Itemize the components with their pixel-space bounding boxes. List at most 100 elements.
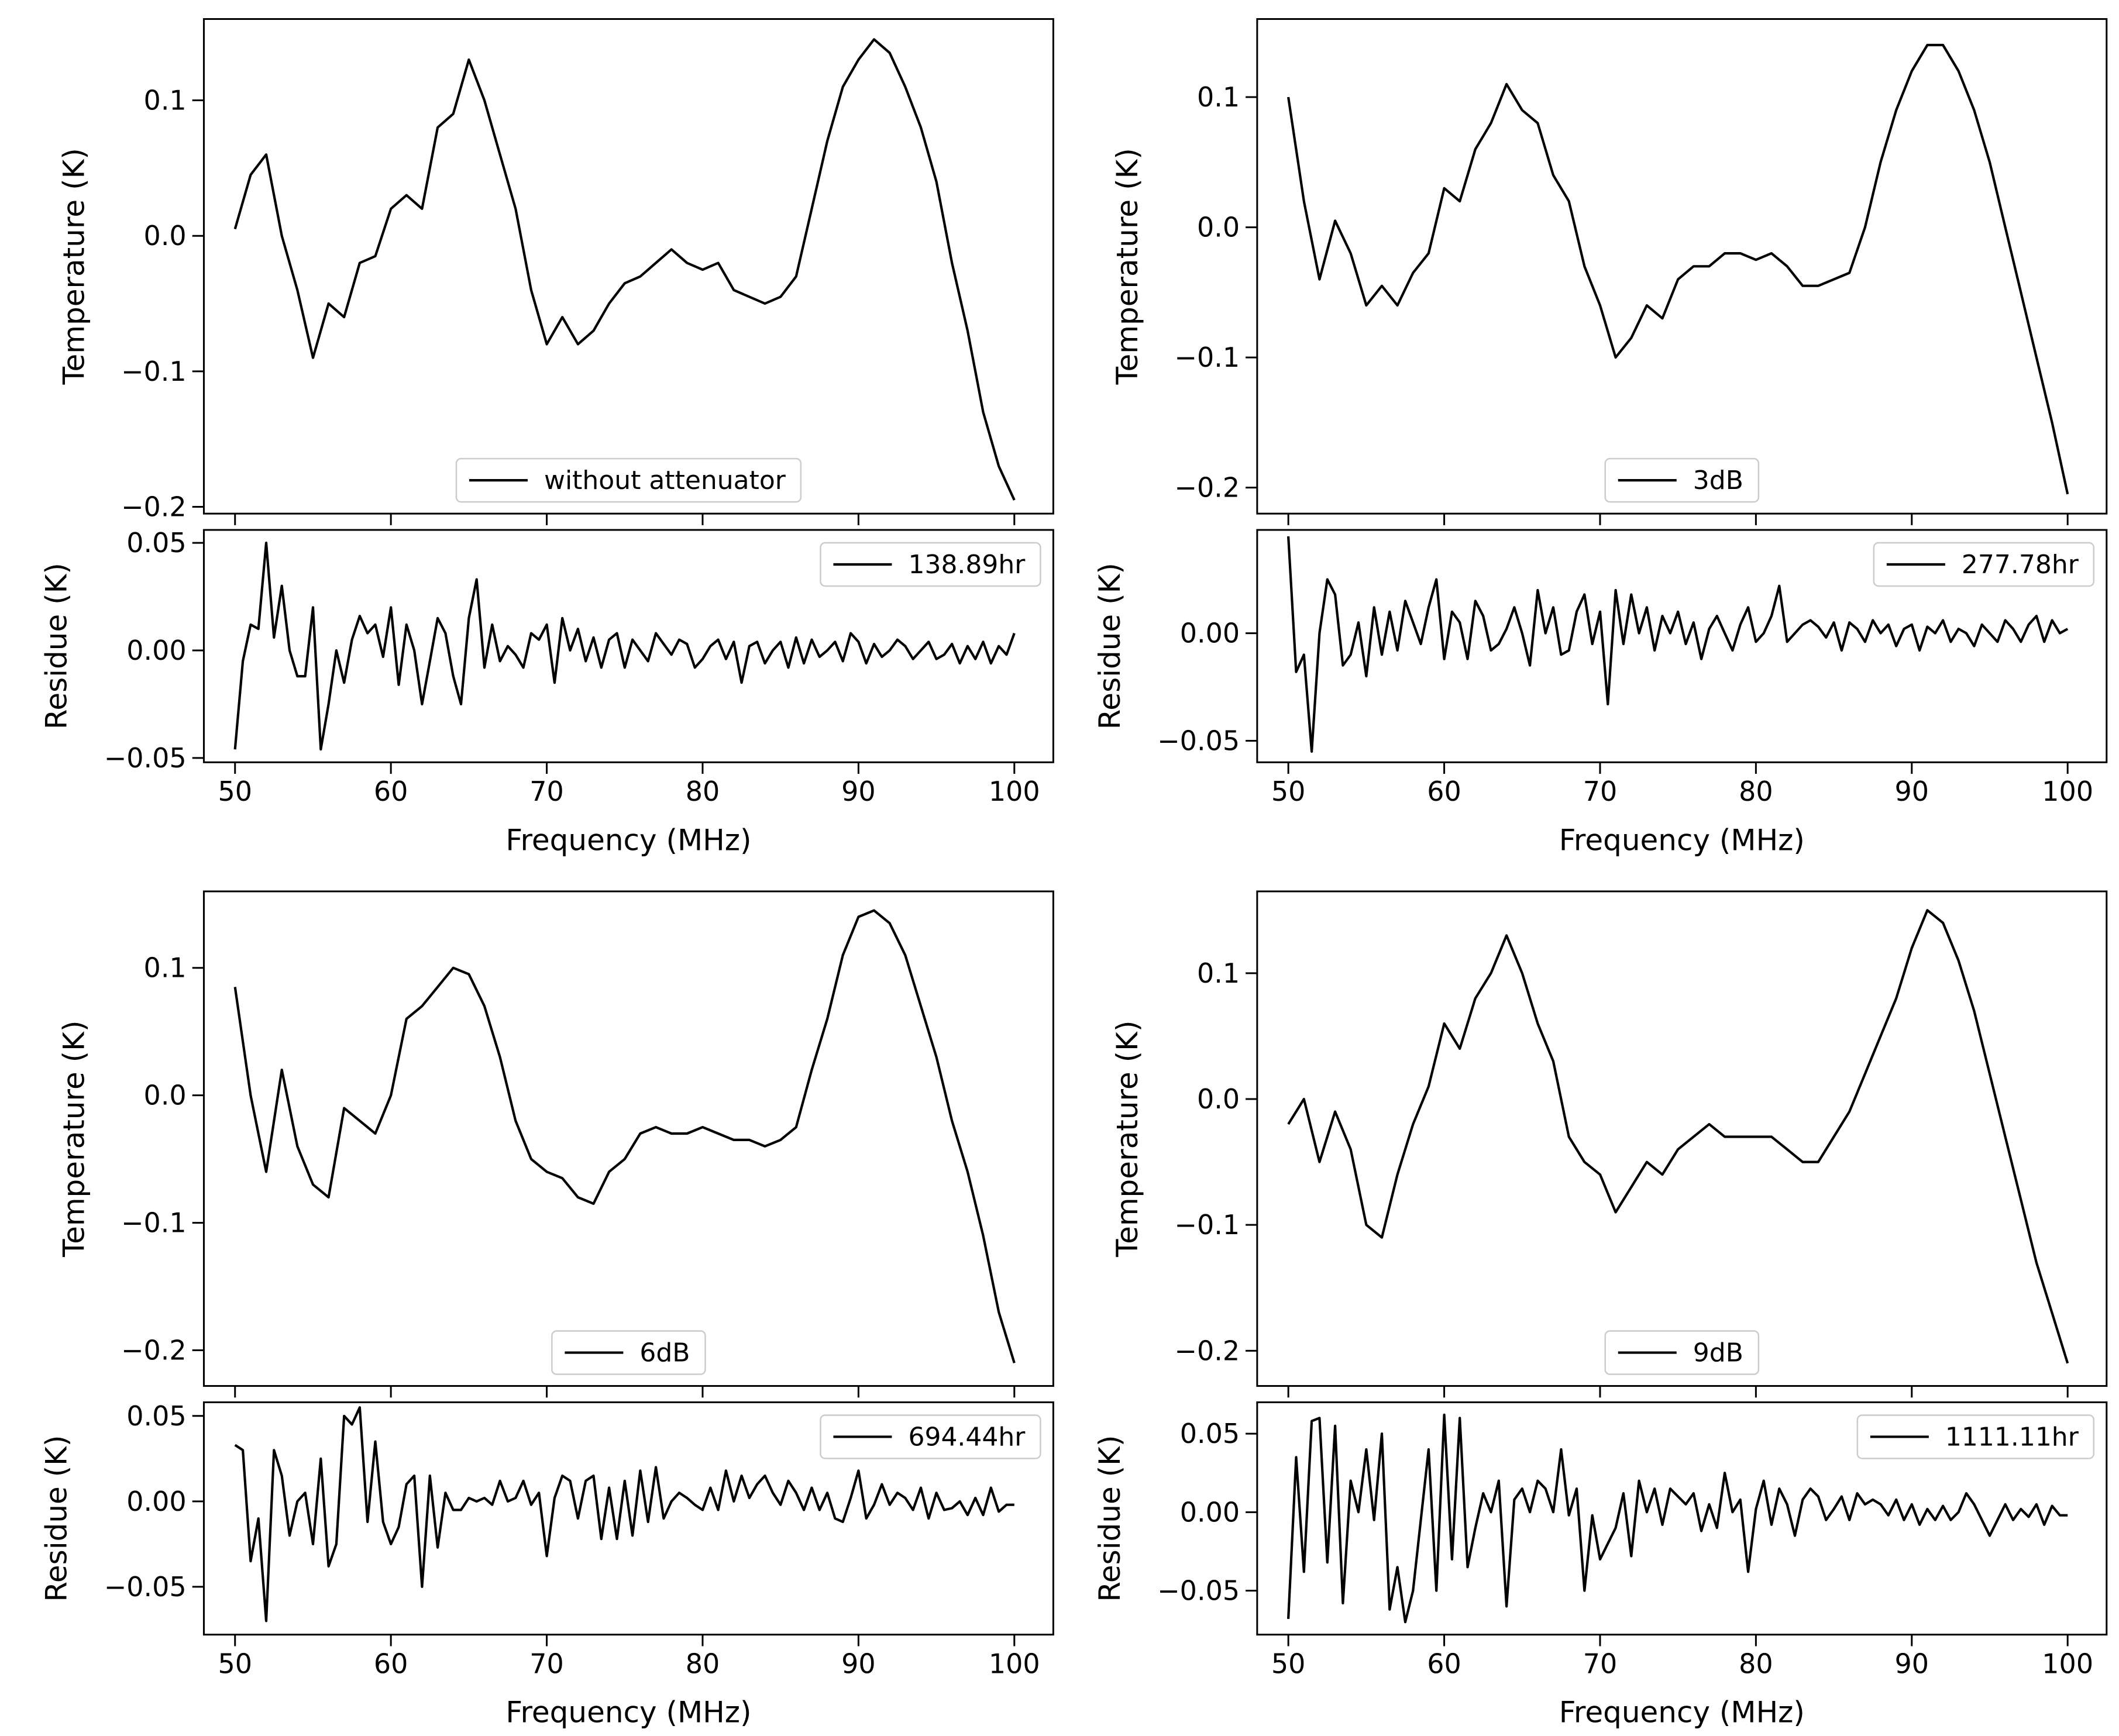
y-tick-label: 0.1 [1197, 81, 1240, 113]
panel-bottom-right-main: −0.2 −0.1 0.0 0.1 Temperature (K) 9dB [1110, 890, 2108, 1398]
axes-frame [1256, 529, 2108, 763]
series-line-0 [1287, 536, 2069, 753]
legend-label: without attenuator [544, 466, 786, 495]
y-axis-label: Temperature (K) [57, 1021, 91, 1258]
panel-top-left-residue: 50 60 70 80 90 100 −0.05 0.00 0.05 Residue (K) Fre… [39, 527, 1054, 857]
y-tick-label: −0.05 [104, 1571, 187, 1603]
y-tick-label: −0.2 [1174, 472, 1240, 504]
axes-frame [1256, 890, 2108, 1387]
x-tick-label: 60 [1427, 776, 1461, 807]
panel-top-right-residue: 50 60 70 80 90 100 −0.05 0.00 Residue (K) Frequen… [1093, 529, 2108, 857]
legend: 9dB [1604, 1330, 1760, 1375]
legend-box [551, 1330, 706, 1375]
legend-label: 9dB [1693, 1338, 1743, 1368]
legend: 138.89hr [820, 542, 1041, 587]
x-tick-label: 90 [841, 1648, 876, 1679]
legend-label: 3dB [1693, 466, 1743, 495]
x-axis-label: Frequency (MHz) [505, 823, 751, 857]
y-tick-label: 0.05 [1180, 1418, 1240, 1449]
legend-box [455, 457, 802, 503]
y-axis-label: Residue (K) [39, 563, 73, 729]
x-tick-label: 50 [1271, 776, 1306, 807]
legend-box [1604, 1330, 1760, 1375]
legend-label: 138.89hr [908, 550, 1026, 580]
axes-frame [202, 890, 1054, 1387]
axes-frame [202, 1401, 1054, 1636]
x-axis-label: Frequency (MHz) [1559, 823, 1805, 857]
y-tick-label: 0.1 [144, 85, 187, 116]
legend: 277.78hr [1873, 542, 2095, 587]
legend-label: 277.78hr [1962, 550, 2079, 580]
axes-frame [202, 18, 1054, 515]
series-line-0 [233, 541, 1016, 751]
y-axis-label: Temperature (K) [1110, 1021, 1144, 1258]
series-line-0 [1287, 1413, 2068, 1624]
y-tick-label: 0.0 [144, 1080, 187, 1111]
x-tick-label: 50 [218, 1648, 252, 1679]
legend-box [1873, 542, 2095, 587]
y-axis-label: Residue (K) [1093, 563, 1127, 729]
x-tick-label: 100 [2042, 1648, 2093, 1679]
legend-label: 1111.11hr [1945, 1422, 2079, 1452]
x-tick-label: 60 [374, 1648, 408, 1679]
series-line-0 [1287, 909, 2069, 1364]
x-axis-label: Frequency (MHz) [1559, 1696, 1805, 1730]
legend-box [1856, 1414, 2095, 1459]
panel-bottom-left-main: −0.2 −0.1 0.0 0.1 Temperature (K) 6dB [57, 890, 1054, 1398]
legend-box [1604, 457, 1760, 503]
x-axis-label: Frequency (MHz) [505, 1696, 751, 1730]
y-tick-label: −0.1 [1174, 342, 1240, 373]
x-tick-label: 60 [1427, 1648, 1461, 1679]
y-tick-label: −0.1 [121, 356, 187, 387]
y-tick-label: 0.00 [126, 1486, 186, 1517]
y-axis-label: Residue (K) [39, 1435, 73, 1602]
x-tick-label: 50 [218, 776, 252, 807]
series-line-0 [234, 1406, 1014, 1623]
legend: 3dB [1604, 457, 1760, 503]
x-tick-label: 70 [1583, 1648, 1618, 1679]
y-tick-label: 0.0 [1197, 1083, 1240, 1115]
y-tick-label: −0.05 [1157, 1575, 1240, 1607]
legend: without attenuator [455, 457, 802, 503]
y-tick-label: 0.00 [1180, 1496, 1240, 1528]
x-tick-label: 90 [1895, 1648, 1929, 1679]
y-tick-label: −0.1 [121, 1207, 187, 1239]
y-axis-label: Temperature (K) [57, 148, 91, 385]
x-tick-label: 50 [1271, 1648, 1306, 1679]
axes-frame [1256, 1401, 2108, 1636]
panel-bottom-left-residue: 50 60 70 80 90 100 −0.05 0.00 0.05 Residue (K) Fre… [39, 1400, 1054, 1730]
legend-label: 6dB [639, 1338, 690, 1368]
x-tick-label: 100 [2042, 776, 2093, 807]
y-axis-label: Residue (K) [1093, 1435, 1127, 1602]
legend: 694.44hr [820, 1414, 1041, 1459]
y-tick-label: 0.0 [144, 220, 187, 252]
x-tick-label: 80 [1739, 776, 1773, 807]
axes-frame [1256, 18, 2108, 515]
legend-box [820, 1414, 1041, 1459]
y-tick-label: 0.1 [144, 952, 187, 984]
series-line-0 [1287, 43, 2069, 495]
legend-label: 694.44hr [908, 1422, 1026, 1452]
x-tick-label: 70 [529, 776, 564, 807]
panel-top-right-main: −0.2 −0.1 0.0 0.1 Temperature (K) 3dB [1110, 18, 2108, 525]
y-tick-label: −0.2 [121, 1335, 187, 1366]
x-tick-label: 70 [1583, 776, 1618, 807]
y-tick-label: 0.05 [126, 1400, 186, 1432]
x-tick-label: 90 [841, 776, 876, 807]
legend-box [820, 542, 1041, 587]
x-tick-label: 90 [1895, 776, 1929, 807]
legend: 6dB [551, 1330, 706, 1375]
legend: 1111.11hr [1856, 1414, 2095, 1459]
series-line-0 [233, 909, 1016, 1363]
x-tick-label: 80 [1739, 1648, 1773, 1679]
series-line-0 [233, 38, 1016, 501]
y-tick-label: −0.05 [1157, 725, 1240, 756]
y-tick-label: −0.1 [1174, 1209, 1240, 1241]
x-tick-label: 80 [686, 776, 720, 807]
y-tick-label: 0.05 [126, 527, 186, 559]
y-tick-label: −0.05 [104, 742, 187, 774]
y-tick-label: 0.0 [1197, 212, 1240, 243]
y-tick-label: 0.1 [1197, 957, 1240, 989]
x-tick-label: 60 [374, 776, 408, 807]
y-tick-label: 0.00 [126, 635, 186, 666]
